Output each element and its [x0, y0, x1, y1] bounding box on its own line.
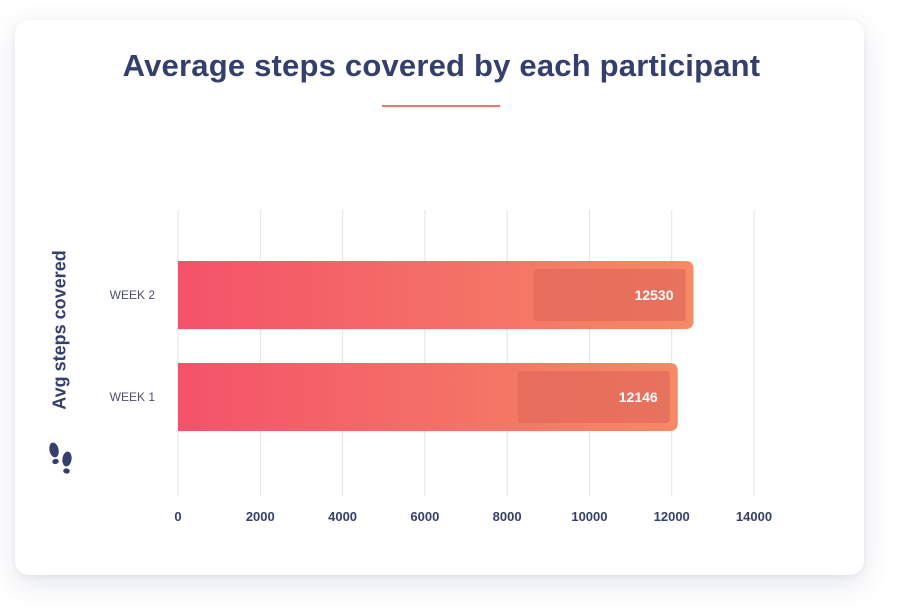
data-label-box — [533, 269, 686, 321]
bars: 12146 12530 — [178, 261, 694, 431]
data-label-box — [517, 371, 670, 423]
x-tick-label: 8000 — [493, 509, 522, 524]
x-tick-label: 2000 — [246, 509, 275, 524]
category-label: WEEK 1 — [110, 390, 156, 404]
chart-title: Average steps covered by each participan… — [122, 48, 761, 83]
footprints-icon — [49, 442, 72, 474]
data-label: 12530 — [635, 287, 674, 303]
bar-group: 12530 — [178, 261, 694, 329]
data-label: 12146 — [619, 389, 658, 405]
title-underline — [382, 105, 500, 107]
y-axis-categories: WEEK 1 WEEK 2 — [110, 288, 156, 404]
gridlines — [177, 210, 755, 496]
x-tick-label: 0 — [174, 509, 181, 524]
x-tick-label: 12000 — [654, 509, 690, 524]
x-tick-label: 6000 — [410, 509, 439, 524]
x-tick-label: 14000 — [736, 509, 772, 524]
x-tick-label: 10000 — [571, 509, 607, 524]
category-label: WEEK 2 — [110, 288, 156, 302]
x-axis-ticks: 0 2000 4000 6000 8000 10000 12000 14000 — [174, 509, 772, 524]
x-tick-label: 4000 — [328, 509, 357, 524]
bar-group: 12146 — [178, 363, 678, 431]
